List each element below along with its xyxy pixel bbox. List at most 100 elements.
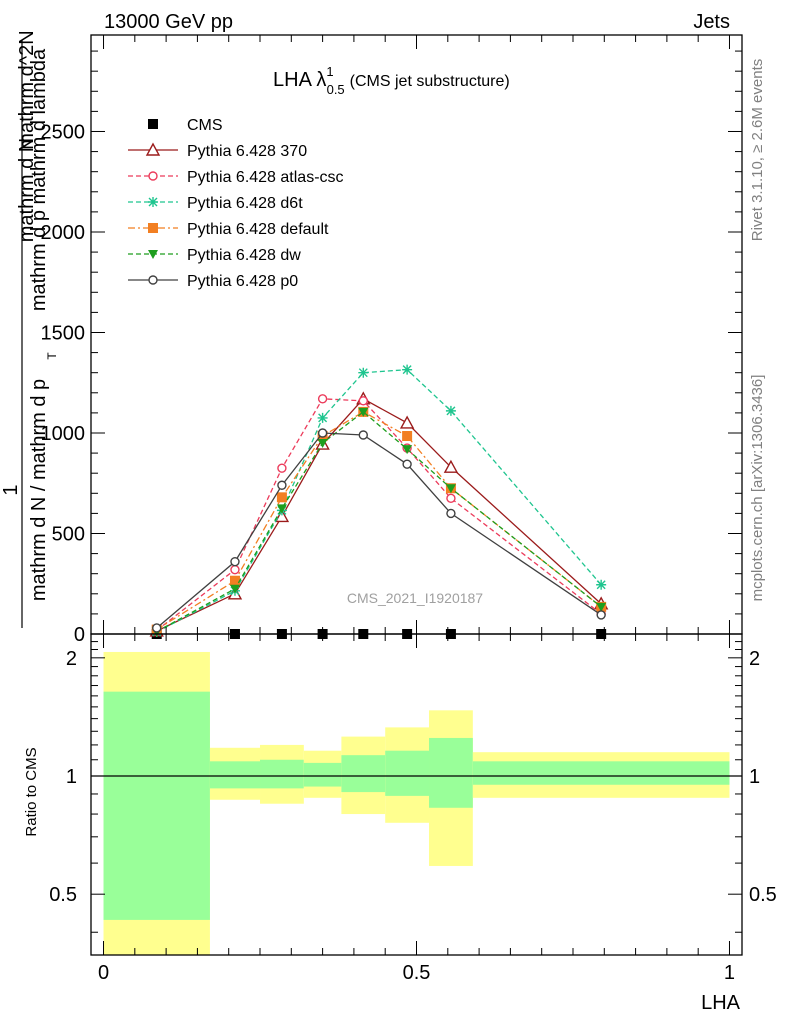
series-3-point-5 xyxy=(402,364,413,375)
ratio-xtick-label-2: 1 xyxy=(724,962,735,984)
legend-marker-3 xyxy=(148,197,158,207)
header-energy: 13000 GeV pp xyxy=(104,11,233,33)
series-5-point-7 xyxy=(596,602,607,612)
ratio-stat-band-0 xyxy=(103,691,210,920)
legend-entry-6: Pythia 6.428 p0 xyxy=(128,273,298,290)
series-2-point-3 xyxy=(317,394,328,404)
rivet-label: Rivet 3.1.10, ≥ 2.6M events xyxy=(749,59,766,242)
series-2-point-2 xyxy=(277,463,287,473)
main-ytick-label-4: 2000 xyxy=(41,222,86,244)
ratio-ytick-label-right-0: 0.5 xyxy=(749,884,777,906)
legend-marker-0 xyxy=(148,119,158,129)
legend-marker-2 xyxy=(148,171,158,181)
ratio-ytick-label-left-2: 2 xyxy=(66,648,77,670)
legend-entry-2: Pythia 6.428 atlas-csc xyxy=(128,169,344,186)
main-ytick-label-5: 2500 xyxy=(41,121,86,143)
ylabel-num: mathrm d N / mathrm d p xyxy=(28,379,50,601)
legend-marker-1 xyxy=(145,142,161,156)
series-4-point-5 xyxy=(402,431,413,442)
series-5-point-3 xyxy=(317,439,328,449)
legend-marker-6 xyxy=(148,275,158,285)
ratio-ytick-label-left-1: 1 xyxy=(66,766,77,788)
series-1-point-2 xyxy=(274,508,290,523)
series-5-point-4 xyxy=(358,407,369,417)
legend-entry-0: CMS xyxy=(148,117,223,134)
main-ytick-label-0: 0 xyxy=(74,624,85,646)
ratio-stat-band-7 xyxy=(472,761,730,785)
series-line-3 xyxy=(156,369,602,633)
title-sup: 1 xyxy=(326,64,333,79)
main-ytick-label-2: 1000 xyxy=(41,423,86,445)
ratio-ylabel: Ratio to CMS xyxy=(23,747,40,836)
ratio-axes: 0.5 0.5 1 1 2 2 0 0.5 1 xyxy=(49,633,777,984)
legend-marker-5 xyxy=(148,250,158,259)
series-3-point-4 xyxy=(358,367,369,378)
series-6-point-2 xyxy=(277,480,287,490)
legend-label-1: Pythia 6.428 370 xyxy=(187,143,307,160)
series-2-point-4 xyxy=(358,396,368,406)
main-axes: 0 500 1000 1500 2000 2500 xyxy=(41,34,743,646)
ratio-stat-band-6 xyxy=(429,737,473,808)
legend-label-6: Pythia 6.428 p0 xyxy=(187,273,298,290)
legend-label-4: Pythia 6.428 default xyxy=(187,221,329,238)
ratio-stat-band-2 xyxy=(260,759,304,789)
ratio-ytick-label-left-0: 0.5 xyxy=(49,884,77,906)
series-line-4 xyxy=(156,411,602,631)
series-line-1 xyxy=(156,398,602,632)
title-rest: (CMS jet substructure) xyxy=(350,73,510,90)
ylabel-sub: T xyxy=(45,352,59,360)
series-6-point-5 xyxy=(402,459,412,469)
series-6-point-3 xyxy=(317,428,328,438)
series-6-point-4 xyxy=(358,430,368,440)
ylabel-top: 1 xyxy=(0,484,22,495)
series-2-point-1 xyxy=(230,564,240,575)
series-3-point-6 xyxy=(445,405,456,416)
legend-label-3: Pythia 6.428 d6t xyxy=(187,195,303,212)
series-6-point-7 xyxy=(596,610,606,620)
series-6-point-6 xyxy=(446,508,456,519)
ratio-ytick-label-right-1: 1 xyxy=(749,766,760,788)
series-1-point-5 xyxy=(399,415,415,429)
main-title: LHA λ1 0.5 (CMS jet substructure) xyxy=(273,64,510,97)
ratio-stat-band-3 xyxy=(303,762,342,787)
ylabel-lambda: mathrm d p mathrm d lambda xyxy=(28,48,50,311)
legend-entry-3: Pythia 6.428 d6t xyxy=(128,195,303,212)
series-2-point-6 xyxy=(446,493,456,504)
header-jets: Jets xyxy=(693,11,730,33)
legend: CMS Pythia 6.428 370 Pythia 6.428 atlas-cs… xyxy=(128,117,344,290)
legend-label-2: Pythia 6.428 atlas-csc xyxy=(187,169,344,186)
series-5-point-1 xyxy=(229,584,240,594)
series-6-point-1 xyxy=(230,556,240,567)
series-4-point-2 xyxy=(276,492,287,503)
ratio-xtick-label-0: 0 xyxy=(98,962,109,984)
series-5-point-6 xyxy=(445,484,456,494)
legend-marker-4 xyxy=(148,223,158,233)
mcplots-label: mcplots.cern.ch [arXiv:1306.3436] xyxy=(749,375,766,602)
legend-label-0: CMS xyxy=(187,117,223,134)
series-line-5 xyxy=(156,411,602,633)
series-5-point-2 xyxy=(276,504,287,514)
series-3-point-7 xyxy=(596,579,607,590)
series-line-6 xyxy=(156,432,602,629)
series-4-point-1 xyxy=(229,575,240,586)
ratio-ytick-label-right-2: 2 xyxy=(749,648,760,670)
x-axis-label: LHA xyxy=(701,992,741,1014)
series-3-point-3 xyxy=(317,412,328,423)
ratio-stat-band-5 xyxy=(385,750,430,796)
legend-entry-4: Pythia 6.428 default xyxy=(128,221,329,238)
ratio-stat-band-4 xyxy=(341,755,386,793)
watermark: CMS_2021_I1920187 xyxy=(347,590,483,606)
legend-entry-5: Pythia 6.428 dw xyxy=(128,247,301,264)
series-6-point-0 xyxy=(152,623,162,633)
series-1-point-6 xyxy=(443,459,459,473)
title-main: LHA λ xyxy=(273,69,326,91)
title-sub: 0.5 xyxy=(327,82,345,97)
series-5-point-5 xyxy=(402,445,413,455)
ratio-stat-band-1 xyxy=(209,761,261,789)
ylabel-d2n: mathrm d^2N xyxy=(16,30,38,149)
main-ytick-label-3: 1500 xyxy=(41,322,86,344)
ratio-xtick-label-1: 0.5 xyxy=(403,962,431,984)
ratio-bands xyxy=(91,651,742,955)
main-ylabel: 1 mathrm d N / mathrm d p T mathrm d N m… xyxy=(0,30,59,628)
